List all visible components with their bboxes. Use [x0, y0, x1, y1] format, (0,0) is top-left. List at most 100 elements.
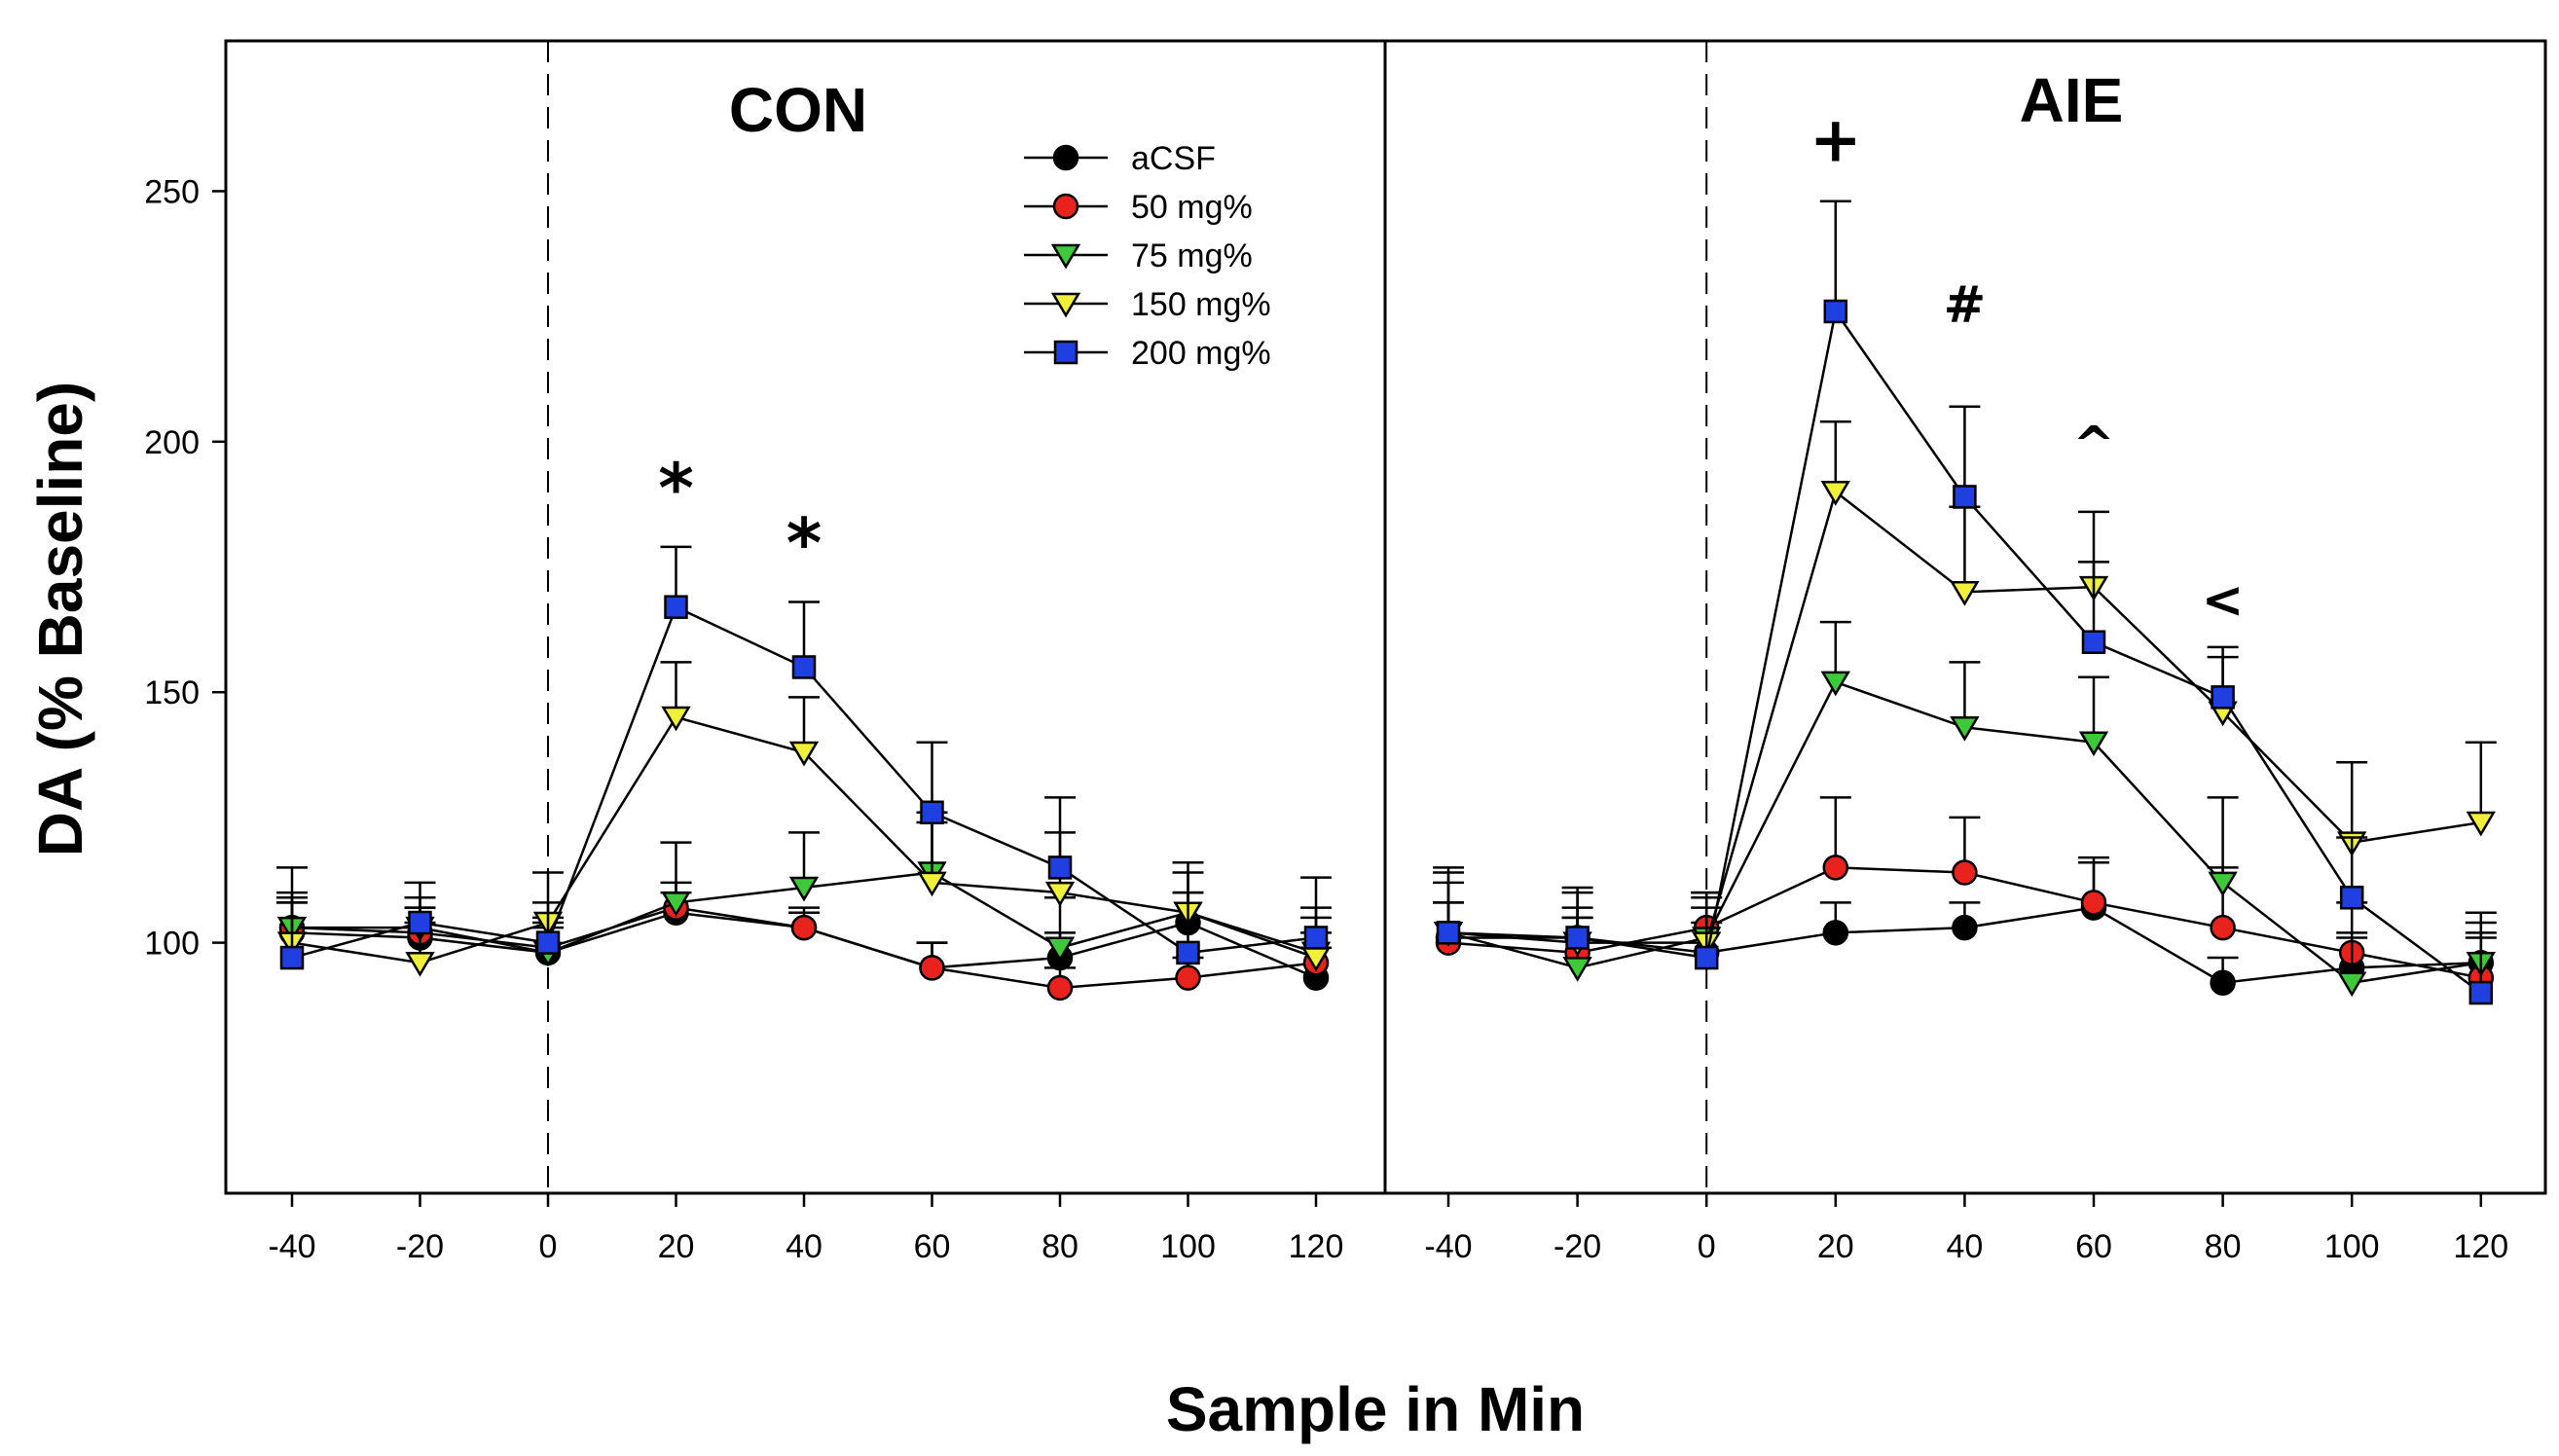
data-point	[1952, 859, 1978, 886]
legend-marker	[1053, 340, 1078, 365]
data-point	[664, 595, 688, 619]
panel-aie: -40 -20 0 20 40 60 80 100 120 AIE + # ^ <	[1424, 41, 2508, 1265]
data-point	[1822, 920, 1849, 946]
y-tick-label: 100	[144, 926, 200, 963]
significance-marker: #	[1944, 275, 1987, 334]
legend-marker	[1050, 243, 1081, 270]
data-point	[2466, 811, 2496, 837]
x-tick-label: -40	[1424, 1228, 1472, 1265]
legend-label: 150 mg%	[1131, 286, 1271, 323]
data-point	[405, 951, 435, 977]
data-point	[408, 910, 432, 935]
y-tick-label: 200	[144, 424, 200, 461]
data-point	[917, 871, 947, 897]
data-point	[1952, 914, 1978, 941]
significance-marker: *	[658, 449, 694, 528]
data-point	[2211, 685, 2235, 710]
data-point	[1950, 581, 1980, 606]
data-point	[1046, 974, 1074, 1001]
x-tick-label: 20	[658, 1228, 695, 1265]
x-tick-label: 100	[2324, 1228, 2380, 1265]
legend-item-75-mg: 75 mg%	[1024, 237, 1253, 274]
data-point	[1565, 926, 1590, 950]
data-point	[2339, 886, 2364, 910]
data-point	[1175, 965, 1201, 991]
legend-marker	[1052, 144, 1079, 171]
x-tick-label: 20	[1817, 1228, 1854, 1265]
data-point	[2078, 731, 2109, 757]
x-tick-label: -40	[268, 1228, 315, 1265]
data-point	[1820, 481, 1850, 506]
x-tick-label: 60	[914, 1228, 951, 1265]
panel-title: CON	[729, 75, 867, 145]
x-tick-label: 40	[786, 1228, 823, 1265]
legend-label: 75 mg%	[1131, 237, 1253, 274]
data-point	[2210, 914, 2236, 941]
data-point	[919, 955, 945, 981]
data-point	[1303, 926, 1329, 950]
data-point	[1950, 716, 1980, 742]
significance-marker: *	[786, 504, 823, 584]
x-tick-label: 100	[1160, 1228, 1216, 1265]
legend-label: 50 mg%	[1131, 189, 1253, 226]
data-point	[1044, 936, 1076, 963]
legend-marker	[1052, 193, 1079, 220]
data-point	[790, 914, 818, 941]
data-point	[788, 876, 820, 902]
panel-con: -40 -20 0 20 40 60 80 100 120 CON * *	[268, 41, 1343, 1265]
data-point	[788, 741, 820, 767]
data-point	[2081, 630, 2106, 654]
x-tick-label: -20	[396, 1228, 444, 1265]
legend-item-50-mg: 50 mg%	[1024, 189, 1253, 226]
significance-marker: <	[2202, 571, 2245, 630]
data-point	[1044, 881, 1076, 907]
legend-marker	[1050, 292, 1081, 318]
legend-label: 200 mg%	[1131, 335, 1271, 372]
data-point	[1820, 671, 1850, 697]
data-point	[1436, 921, 1461, 945]
y-tick-label: 150	[144, 674, 200, 711]
x-tick-label: 80	[2205, 1228, 2242, 1265]
data-point	[1562, 957, 1592, 982]
significance-marker: ^	[2072, 416, 2115, 474]
data-point	[1823, 299, 1848, 324]
x-tick-label: 0	[1698, 1228, 1716, 1265]
x-tick-label: 60	[2075, 1228, 2112, 1265]
x-tick-label: -20	[1554, 1228, 1601, 1265]
data-point	[1822, 855, 1849, 881]
data-point	[2208, 871, 2238, 897]
data-point	[661, 892, 691, 917]
data-point	[791, 655, 817, 679]
x-tick-label: 80	[1042, 1228, 1078, 1265]
data-point	[2468, 980, 2494, 1005]
data-point	[920, 800, 944, 825]
legend-item-150-mg: 150 mg%	[1024, 286, 1271, 323]
x-tick-label: 0	[539, 1228, 558, 1265]
significance-marker: +	[1810, 105, 1862, 177]
x-tick-label: 120	[2453, 1228, 2508, 1265]
x-tick-label: 40	[1946, 1228, 1983, 1265]
panel-title: AIE	[2020, 65, 2124, 135]
series-200-mg	[276, 545, 1332, 970]
data-point	[1176, 940, 1200, 965]
data-point	[1953, 485, 1977, 509]
legend: aCSF 50 mg% 75 mg% 150 mg% 200 mg%	[1024, 140, 1271, 372]
y-tick-label: 250	[144, 173, 200, 210]
data-point	[1047, 855, 1073, 880]
data-point	[2337, 971, 2367, 998]
legend-item-acsf: aCSF	[1024, 140, 1216, 177]
data-point	[2210, 969, 2236, 997]
data-point	[279, 945, 305, 970]
x-axis-title: Sample in Min	[1166, 1374, 1585, 1444]
y-axis-title: DA (% Baseline)	[25, 382, 95, 856]
data-point	[2080, 890, 2107, 916]
x-tick-label: 120	[1289, 1228, 1344, 1265]
series-200-mg	[1433, 200, 2497, 1005]
legend-label: aCSF	[1131, 140, 1216, 177]
data-point	[1694, 945, 1719, 970]
data-point	[661, 706, 691, 732]
legend-item-200-mg: 200 mg%	[1024, 335, 1271, 372]
data-point	[535, 930, 561, 955]
